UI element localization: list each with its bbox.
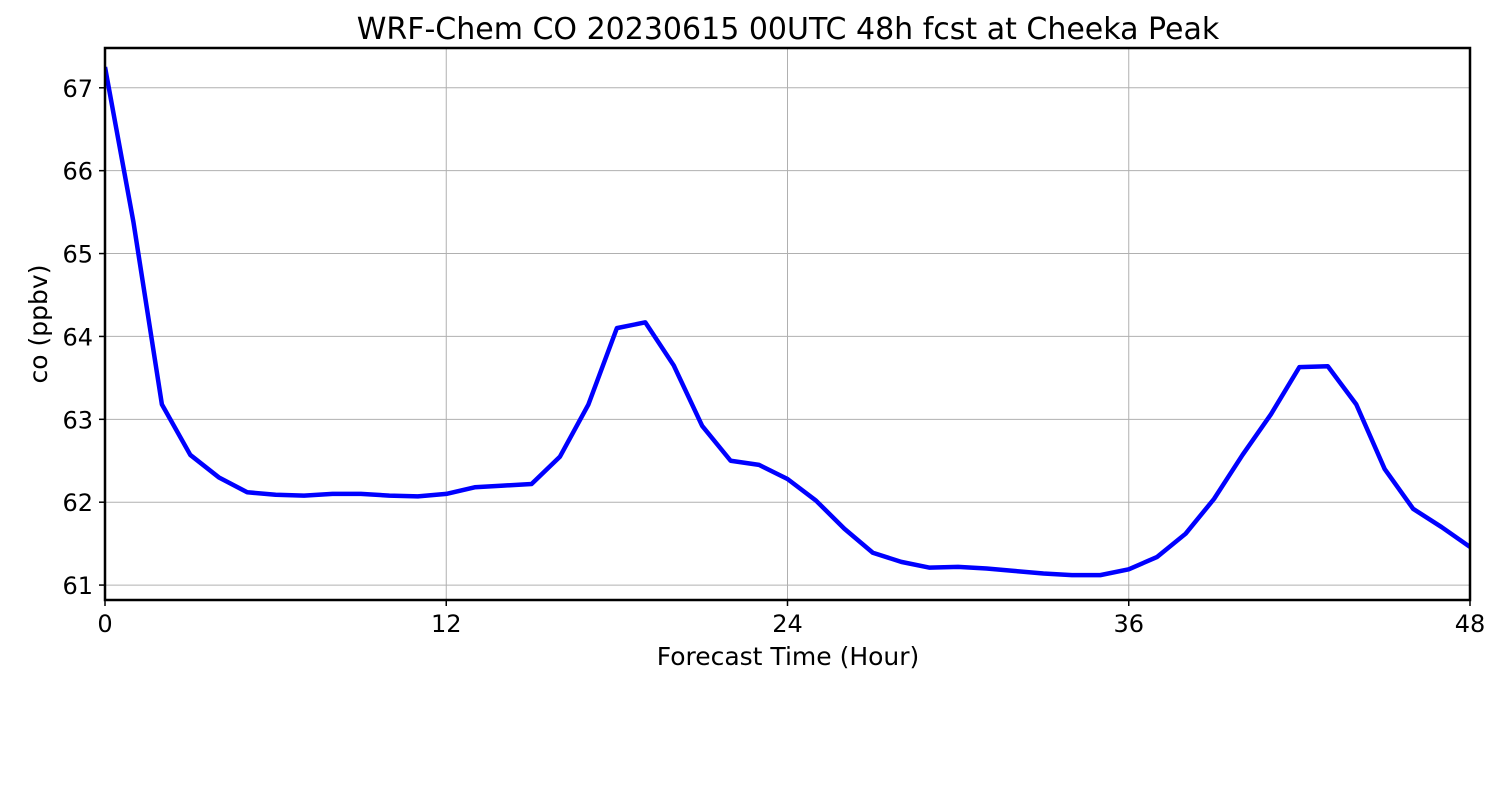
series-layer (105, 66, 1470, 578)
y-tick-label: 63 (62, 406, 93, 434)
ticks: 0 12 24 36 48 61 62 63 64 65 66 67 (62, 75, 1485, 638)
grid (104, 48, 1471, 600)
x-axis-label: Forecast Time (Hour) (657, 642, 920, 671)
x-tick-label: 24 (772, 610, 803, 638)
y-tick-label: 67 (62, 75, 93, 103)
x-tick-label: 36 (1113, 610, 1144, 638)
y-tick-label: 65 (62, 241, 93, 269)
x-tick-label: 48 (1455, 610, 1486, 638)
y-tick-label: 64 (62, 323, 93, 351)
y-axis-label: co (ppbv) (24, 265, 53, 384)
x-tick-label: 12 (431, 610, 462, 638)
y-tick-label: 62 (62, 489, 93, 517)
chart-title: WRF-Chem CO 20230615 00UTC 48h fcst at C… (357, 12, 1220, 47)
series-line (105, 66, 1470, 578)
y-tick-label: 61 (62, 572, 93, 600)
y-tick-label: 66 (62, 158, 93, 186)
x-tick-label: 0 (97, 610, 112, 638)
